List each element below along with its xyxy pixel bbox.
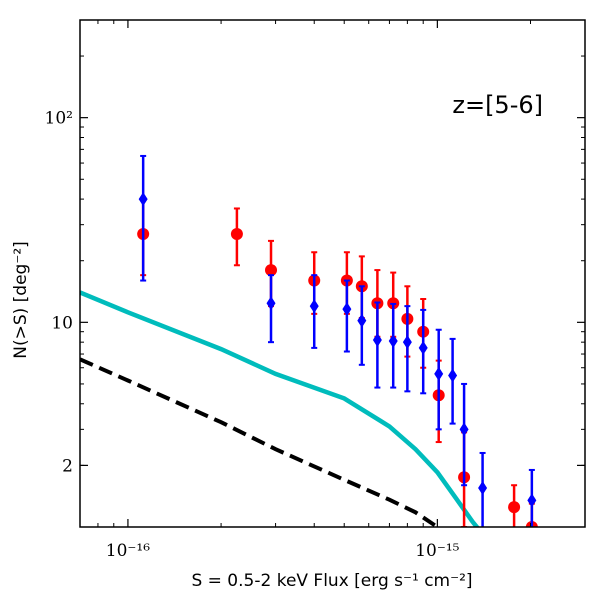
y-tick-label: 10 xyxy=(51,313,73,333)
data-point-diamond xyxy=(372,332,382,347)
data-point-diamond xyxy=(138,192,148,207)
data-point-diamond xyxy=(418,340,428,355)
data-point-circle xyxy=(508,501,521,514)
data-point-diamond xyxy=(448,368,458,383)
dashed-model-line xyxy=(80,357,441,527)
solid-model-line xyxy=(80,290,480,527)
y-axis-label: N(>S) [deg⁻²] xyxy=(11,241,31,359)
data-point-diamond xyxy=(266,296,276,311)
data-point-circle xyxy=(265,264,278,277)
model-lines xyxy=(80,290,480,527)
data-point-diamond xyxy=(478,481,488,496)
plot-area xyxy=(80,20,585,527)
x-axis-label: S = 0.5-2 keV Flux [erg s⁻¹ cm⁻²] xyxy=(191,571,472,591)
data-point-diamond xyxy=(342,302,352,317)
data-point-diamond xyxy=(357,313,367,328)
data-point-circle xyxy=(230,228,243,241)
axis-ticks: 10⁻¹⁶ 10⁻¹⁵ 2 10 10² xyxy=(45,20,585,561)
plot-frame xyxy=(79,19,586,528)
y-tick-label: 2 xyxy=(62,456,73,476)
x-tick-label: 10⁻¹⁶ xyxy=(106,541,150,561)
data-point-diamond xyxy=(309,299,319,314)
data-point-diamond xyxy=(459,422,469,437)
y-tick-label: 10² xyxy=(45,109,73,129)
data-point-diamond xyxy=(402,335,412,350)
data-point-diamond xyxy=(527,493,537,508)
x-tick-label: 10⁻¹⁵ xyxy=(415,541,459,561)
data-point-diamond xyxy=(388,334,398,349)
redshift-annotation: z=[5-6] xyxy=(452,91,543,119)
data-points xyxy=(137,154,538,527)
data-point-diamond xyxy=(434,366,444,381)
